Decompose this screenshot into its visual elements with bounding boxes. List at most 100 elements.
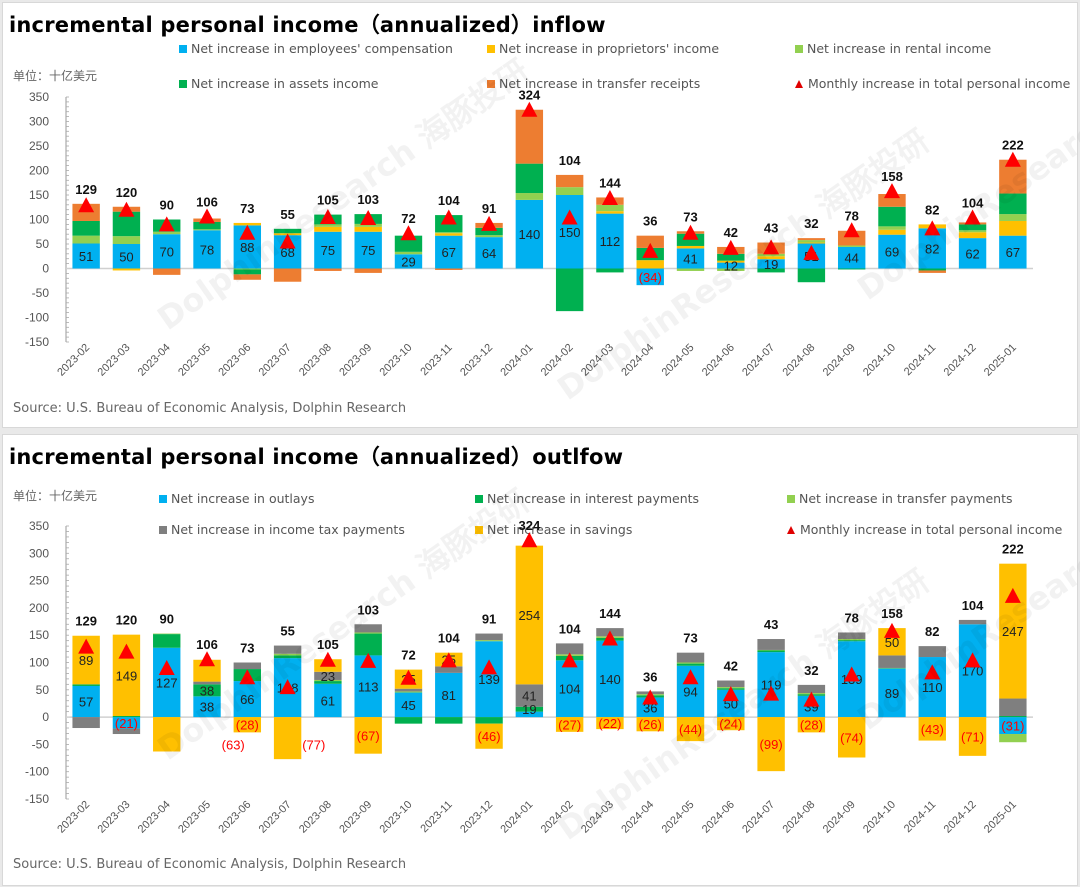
total-marker-triangle <box>843 222 860 238</box>
segment-value-label: 89 <box>885 686 899 701</box>
bar-segment-proprietors <box>757 256 785 260</box>
total-value-label: 104 <box>962 598 984 613</box>
bar-segment-employees_comp <box>717 262 745 269</box>
bar-segment-rental <box>757 253 785 257</box>
segment-value-label: 247 <box>1002 624 1024 639</box>
bar-segment-transfer_receipts <box>636 235 664 248</box>
bar-segment-proprietors <box>112 268 141 271</box>
total-marker-triangle <box>360 652 377 668</box>
x-tick-label: 2023-11 <box>418 799 454 835</box>
bar-segment-transfer_receipts <box>354 268 382 273</box>
bar-segment-transfer_receipts <box>153 268 181 275</box>
outflow-source-note: Source: U.S. Bureau of Economic Analysis… <box>13 857 407 872</box>
bar-segment-assets <box>515 163 544 194</box>
total-marker-triangle <box>964 652 981 668</box>
bar-segment-rental <box>153 231 181 235</box>
segment-value-label: 51 <box>79 249 93 264</box>
total-marker-triangle <box>642 242 659 258</box>
bar-segment-rental <box>233 268 262 270</box>
bar-segment-transfer_payments <box>314 679 342 682</box>
y-tick-label: 300 <box>29 115 49 129</box>
total-marker-triangle <box>199 208 216 224</box>
segment-value-label: 29 <box>401 254 415 269</box>
x-tick-label: 2024-04 <box>619 799 656 836</box>
x-tick-label: 2024-07 <box>740 342 777 379</box>
legend-assets-income: Net increase in assets income <box>179 76 379 91</box>
bar-segment-transfer_receipts <box>273 268 302 282</box>
segment-value-label: (27) <box>558 717 581 732</box>
segment-value-label: 70 <box>159 244 173 259</box>
segment-value-label: 119 <box>761 678 782 693</box>
legend-swatch-icon <box>787 494 795 503</box>
bar-segment-income_tax <box>72 717 100 729</box>
y-tick-label: 100 <box>29 213 49 227</box>
bar-segment-interest <box>394 717 423 724</box>
segment-value-label: (34) <box>639 270 662 285</box>
bar-segment-outlays <box>153 647 181 718</box>
bar-segment-proprietors <box>596 211 624 214</box>
bar-segment-employees_comp <box>435 235 463 269</box>
total-value-label: 120 <box>116 613 138 628</box>
legend-swatch-icon <box>159 525 167 534</box>
bar-segment-outlays <box>193 696 221 718</box>
bar-segment-transfer_payments <box>273 653 302 656</box>
bar-segment-employees_comp <box>837 246 866 269</box>
segment-value-label: 38 <box>200 700 214 715</box>
total-value-label: 104 <box>962 196 984 211</box>
bar-segment-employees_comp <box>515 199 544 269</box>
legend-label: Net increase in transfer payments <box>799 491 1013 506</box>
segment-value-label: 140 <box>599 672 621 687</box>
bar-segment-outlays <box>435 672 463 718</box>
y-tick-label: 350 <box>29 519 49 533</box>
total-marker-triangle <box>1004 151 1021 167</box>
y-tick-label: 50 <box>36 237 50 251</box>
bar-segment-income_tax <box>112 728 141 735</box>
bar-segment-rental <box>596 204 624 212</box>
segment-value-label: 12 <box>724 259 738 274</box>
bar-segment-assets <box>958 224 987 231</box>
bar-segment-income_tax <box>717 680 745 688</box>
total-value-label: 90 <box>159 612 173 627</box>
total-marker-triangle <box>682 224 699 240</box>
x-tick-label: 2025-01 <box>982 799 1019 836</box>
total-marker-triangle <box>319 651 336 667</box>
segment-value-label: 57 <box>79 695 93 710</box>
segment-value-label: (26) <box>639 717 662 732</box>
bar-segment-savings <box>918 717 946 741</box>
total-value-label: 120 <box>116 185 138 200</box>
bar-segment-transfer_payments <box>676 662 705 664</box>
total-marker-triangle <box>400 669 417 685</box>
bar-segment-interest <box>193 684 221 697</box>
bar-segment-employees_comp <box>112 244 141 269</box>
x-tick-label: 2024-07 <box>740 799 777 836</box>
bar-segment-outlays <box>999 717 1027 735</box>
x-tick-label: 2024-08 <box>780 799 817 836</box>
total-marker-triangle <box>360 210 377 226</box>
total-value-label: 82 <box>925 202 939 217</box>
bar-segment-transfer_receipts <box>837 230 866 246</box>
segment-value-label: 23 <box>321 669 335 684</box>
bar-segment-proprietors <box>797 242 826 244</box>
x-tick-label: 2023-03 <box>96 342 133 379</box>
bar-segment-transfer_payments <box>475 640 503 642</box>
x-tick-label: 2024-10 <box>861 342 898 379</box>
bar-segment-income_tax <box>233 662 262 670</box>
total-value-label: 73 <box>683 631 697 646</box>
bar-segment-assets <box>555 268 584 312</box>
bar-segment-transfer_receipts <box>435 268 463 270</box>
total-value-label: 73 <box>240 201 254 216</box>
segment-value-label: 75 <box>321 243 335 258</box>
x-tick-label: 2024-01 <box>498 342 535 379</box>
total-value-label: 106 <box>196 195 218 210</box>
legend-transfer-receipts: Net increase in transfer receipts <box>487 76 700 91</box>
bar-segment-assets <box>273 228 302 234</box>
bar-segment-rental <box>958 230 987 233</box>
bar-segment-transfer_payments <box>153 633 181 635</box>
total-value-label: 91 <box>482 612 496 627</box>
total-value-label: 324 <box>519 88 541 103</box>
segment-value-label: 78 <box>200 242 214 257</box>
x-tick-label: 2023-07 <box>257 342 294 379</box>
total-value-label: 32 <box>804 216 818 231</box>
bar-segment-savings <box>273 717 302 760</box>
bar-segment-income_tax <box>757 639 785 650</box>
